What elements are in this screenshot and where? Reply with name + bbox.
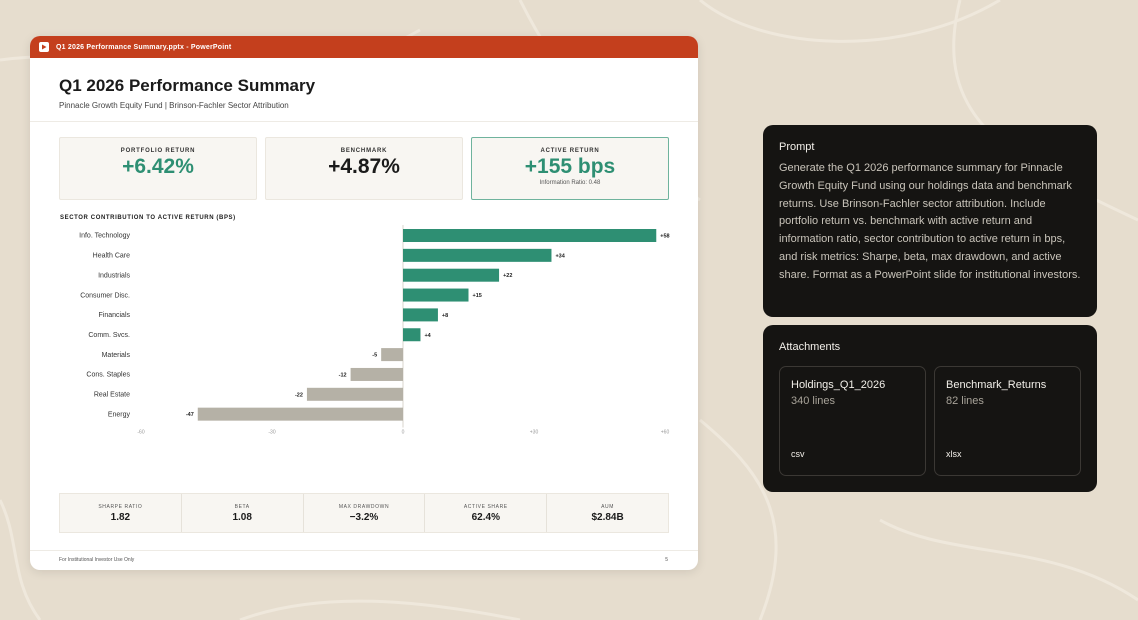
metric-sharpe-ratio: SHARPE RATIO 1.82: [60, 494, 182, 532]
bar: [197, 407, 403, 421]
category-label: Materials: [102, 352, 131, 359]
data-label: -12: [339, 372, 347, 378]
attachment-type: csv: [791, 449, 805, 459]
bar: [403, 288, 469, 302]
bar: [403, 248, 552, 262]
category-label: Health Care: [93, 253, 130, 260]
kpi-active-return: ACTIVE RETURN +155 bps Information Ratio…: [471, 137, 669, 200]
metric-value: 1.82: [110, 512, 131, 523]
metric-aum: AUM $2.84B: [547, 494, 668, 532]
data-label: +15: [473, 293, 482, 299]
metric-value: $2.84B: [591, 512, 624, 523]
x-tick-label: +30: [530, 430, 539, 436]
bar: [381, 348, 403, 362]
category-label: Cons. Staples: [86, 372, 130, 379]
data-label: +34: [555, 253, 565, 259]
data-label: -47: [186, 412, 194, 418]
attachment-type: xlsx: [946, 449, 962, 459]
kpi-value: +4.87%: [328, 155, 400, 178]
slide-subtitle: Pinnacle Growth Equity Fund | Brinson-Fa…: [59, 101, 289, 110]
x-tick-label: 0: [402, 430, 405, 436]
window-titlebar: Q1 2026 Performance Summary.pptx - Power…: [30, 36, 698, 58]
prompt-panel: Prompt Generate the Q1 2026 performance …: [763, 125, 1097, 317]
prompt-text: Generate the Q1 2026 performance summary…: [779, 162, 1081, 281]
attachments-panel: Attachments Holdings_Q1_2026 340 lines c…: [763, 325, 1097, 492]
attachment-line-count: 340 lines: [791, 395, 836, 407]
attachments-list: Holdings_Q1_2026 340 lines csv Benchmark…: [779, 366, 1081, 476]
data-label: +58: [660, 234, 669, 240]
metric-value: 62.4%: [471, 512, 500, 523]
bar: [403, 268, 500, 282]
attachment-line-count: 82 lines: [946, 395, 984, 407]
kpi-portfolio-return: PORTFOLIO RETURN +6.42%: [59, 137, 257, 200]
information-ratio: Information Ratio: 0.48: [539, 180, 601, 186]
data-label: +8: [442, 313, 448, 319]
category-label: Comm. Svcs.: [88, 332, 130, 339]
metric-label: MAX DRAWDOWN: [338, 504, 390, 510]
metric-label: BETA: [234, 504, 250, 510]
category-label: Energy: [108, 411, 131, 418]
risk-metrics-strip: SHARPE RATIO 1.82 BETA 1.08 MAX DRAWDOWN…: [59, 493, 669, 533]
kpi-row: PORTFOLIO RETURN +6.42% BENCHMARK +4.87%…: [59, 137, 669, 202]
footer-divider: [30, 550, 698, 551]
bar: [403, 308, 438, 322]
category-label: Financials: [98, 312, 130, 319]
kpi-label: BENCHMARK: [340, 148, 388, 154]
x-tick-label: -60: [137, 430, 144, 436]
attachment-card[interactable]: Benchmark_Returns 82 lines xlsx: [934, 366, 1081, 476]
kpi-value: +155 bps: [524, 155, 616, 178]
metric-label: SHARPE RATIO: [98, 504, 143, 510]
attachments-title: Attachments: [779, 341, 841, 353]
bar: [350, 367, 403, 381]
data-label: -5: [372, 353, 377, 359]
category-label: Industrials: [98, 272, 130, 279]
slide-header: Q1 2026 Performance Summary Pinnacle Gro…: [30, 58, 698, 122]
kpi-benchmark: BENCHMARK +4.87%: [265, 137, 463, 200]
x-tick-label: -30: [268, 430, 275, 436]
metric-value: −3.2%: [349, 512, 379, 523]
attachment-card[interactable]: Holdings_Q1_2026 340 lines csv: [779, 366, 926, 476]
bar: [306, 387, 403, 401]
metric-label: ACTIVE SHARE: [463, 504, 508, 510]
sector-attribution-chart: Info. Technology +58 Health Care +34 Industr…: [79, 225, 670, 436]
metric-value: 1.08: [232, 512, 252, 523]
data-label: -22: [295, 392, 303, 398]
slide-title: Q1 2026 Performance Summary: [59, 76, 316, 95]
kpi-label: ACTIVE RETURN: [540, 148, 600, 154]
x-tick-label: +60: [661, 430, 670, 436]
data-label: +22: [503, 273, 512, 279]
bar: [403, 229, 657, 242]
category-label: Real Estate: [94, 392, 130, 399]
metric-label: AUM: [601, 504, 615, 510]
metric-max-drawdown: MAX DRAWDOWN −3.2%: [304, 494, 426, 532]
attachment-name: Benchmark_Returns: [946, 379, 1047, 391]
kpi-label: PORTFOLIO RETURN: [120, 148, 196, 154]
window-title: Q1 2026 Performance Summary.pptx - Power…: [56, 43, 232, 51]
footer-disclaimer: For Institutional Investor Use Only: [59, 557, 135, 563]
page-number: 5: [665, 557, 668, 563]
powerpoint-icon: [39, 42, 49, 52]
prompt-title: Prompt: [779, 141, 815, 153]
powerpoint-window: Q1 2026 Performance Summary.pptx - Power…: [30, 36, 698, 570]
metric-beta: BETA 1.08: [182, 494, 304, 532]
category-label: Info. Technology: [79, 233, 130, 240]
kpi-value: +6.42%: [122, 155, 194, 178]
category-label: Consumer Disc.: [80, 292, 130, 299]
chart-title: SECTOR CONTRIBUTION TO ACTIVE RETURN (BP…: [60, 215, 236, 221]
metric-active-share: ACTIVE SHARE 62.4%: [425, 494, 548, 532]
bar: [403, 328, 421, 342]
data-label: +4: [424, 333, 431, 339]
attachment-name: Holdings_Q1_2026: [791, 379, 886, 391]
